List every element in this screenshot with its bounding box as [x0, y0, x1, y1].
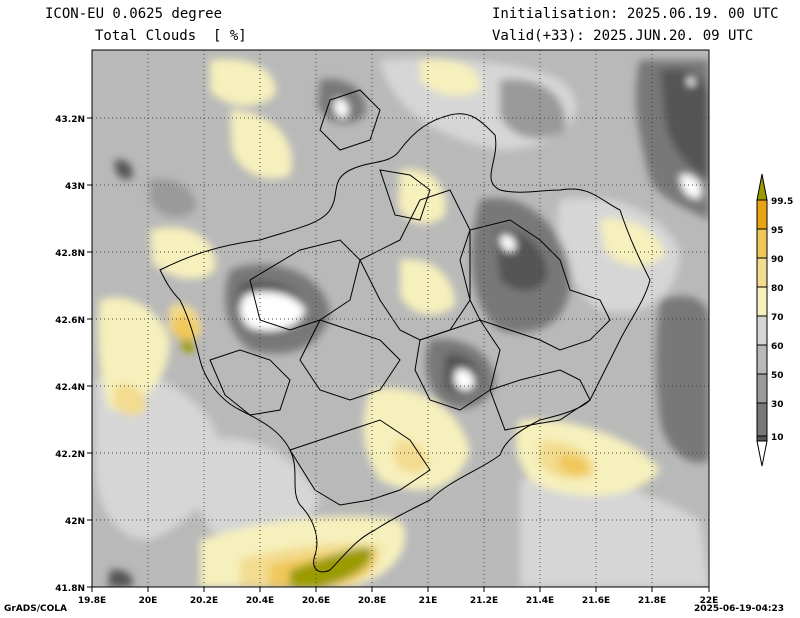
field-title: Total Clouds [ %] [95, 28, 247, 44]
colorbar-label: 99.5 [771, 197, 793, 207]
tick-marks [87, 117, 710, 592]
colorbar-bottom-arrow [756, 440, 768, 467]
lat-label: 42.8N [55, 249, 85, 259]
lon-label: 20E [139, 596, 158, 606]
colorbar-label: 95 [771, 226, 784, 236]
lon-label: 20.4E [246, 596, 274, 606]
colorbar-bin [756, 435, 768, 442]
footer-timestamp: 2025-06-19-04:23 [694, 604, 784, 614]
lon-label: 22E [700, 596, 719, 606]
admin-borders [159, 89, 651, 573]
lon-label: 20.6E [302, 596, 330, 606]
colorbar: 99.5 95 90 80 70 60 50 30 10 [756, 173, 793, 467]
colorbar-bin [756, 373, 768, 404]
lon-label: 21.2E [470, 596, 498, 606]
lat-label: 42.2N [55, 450, 85, 460]
lon-label: 21E [419, 596, 438, 606]
valid-time: Valid(+33): 2025.JUN.20. 09 UTC [492, 28, 754, 44]
colorbar-bin [756, 344, 768, 375]
init-time: Initialisation: 2025.06.19. 00 UTC [492, 6, 779, 22]
colorbar-bin [756, 228, 768, 259]
colorbar-bin [756, 286, 768, 317]
lat-label: 42N [65, 517, 85, 527]
colorbar-bin [756, 315, 768, 346]
footer-software: GrADS/COLA [4, 604, 67, 614]
model-title: ICON-EU 0.0625 degree [45, 6, 223, 22]
lat-label: 43.2N [55, 115, 85, 125]
colorbar-bin [756, 402, 768, 437]
lat-label: 42.6N [55, 316, 85, 326]
lon-label: 19.8E [78, 596, 106, 606]
graticule [92, 50, 709, 587]
cloud-field [92, 50, 709, 587]
colorbar-bin [756, 199, 768, 230]
colorbar-label: 50 [771, 371, 784, 381]
lat-label: 43N [65, 182, 85, 192]
lat-label: 42.4N [55, 383, 85, 393]
colorbar-label: 60 [771, 342, 784, 352]
lon-labels: 19.8E 20E 20.2E 20.4E 20.6E 20.8E 21E 21… [78, 596, 719, 606]
lon-label: 21.8E [638, 596, 666, 606]
lon-label: 21.4E [526, 596, 554, 606]
colorbar-label: 70 [771, 313, 784, 323]
colorbar-bin [756, 257, 768, 288]
lon-label: 20.2E [190, 596, 218, 606]
lat-label: 41.8N [55, 584, 85, 594]
lat-labels: 43.2N 43N 42.8N 42.6N 42.4N 42.2N 42N 41… [55, 115, 85, 594]
colorbar-label: 30 [771, 400, 784, 410]
colorbar-label: 10 [771, 433, 784, 443]
colorbar-label: 80 [771, 284, 784, 294]
colorbar-label: 90 [771, 255, 784, 265]
lon-label: 21.6E [582, 596, 610, 606]
lon-label: 20.8E [358, 596, 386, 606]
colorbar-top-arrow [756, 173, 768, 201]
